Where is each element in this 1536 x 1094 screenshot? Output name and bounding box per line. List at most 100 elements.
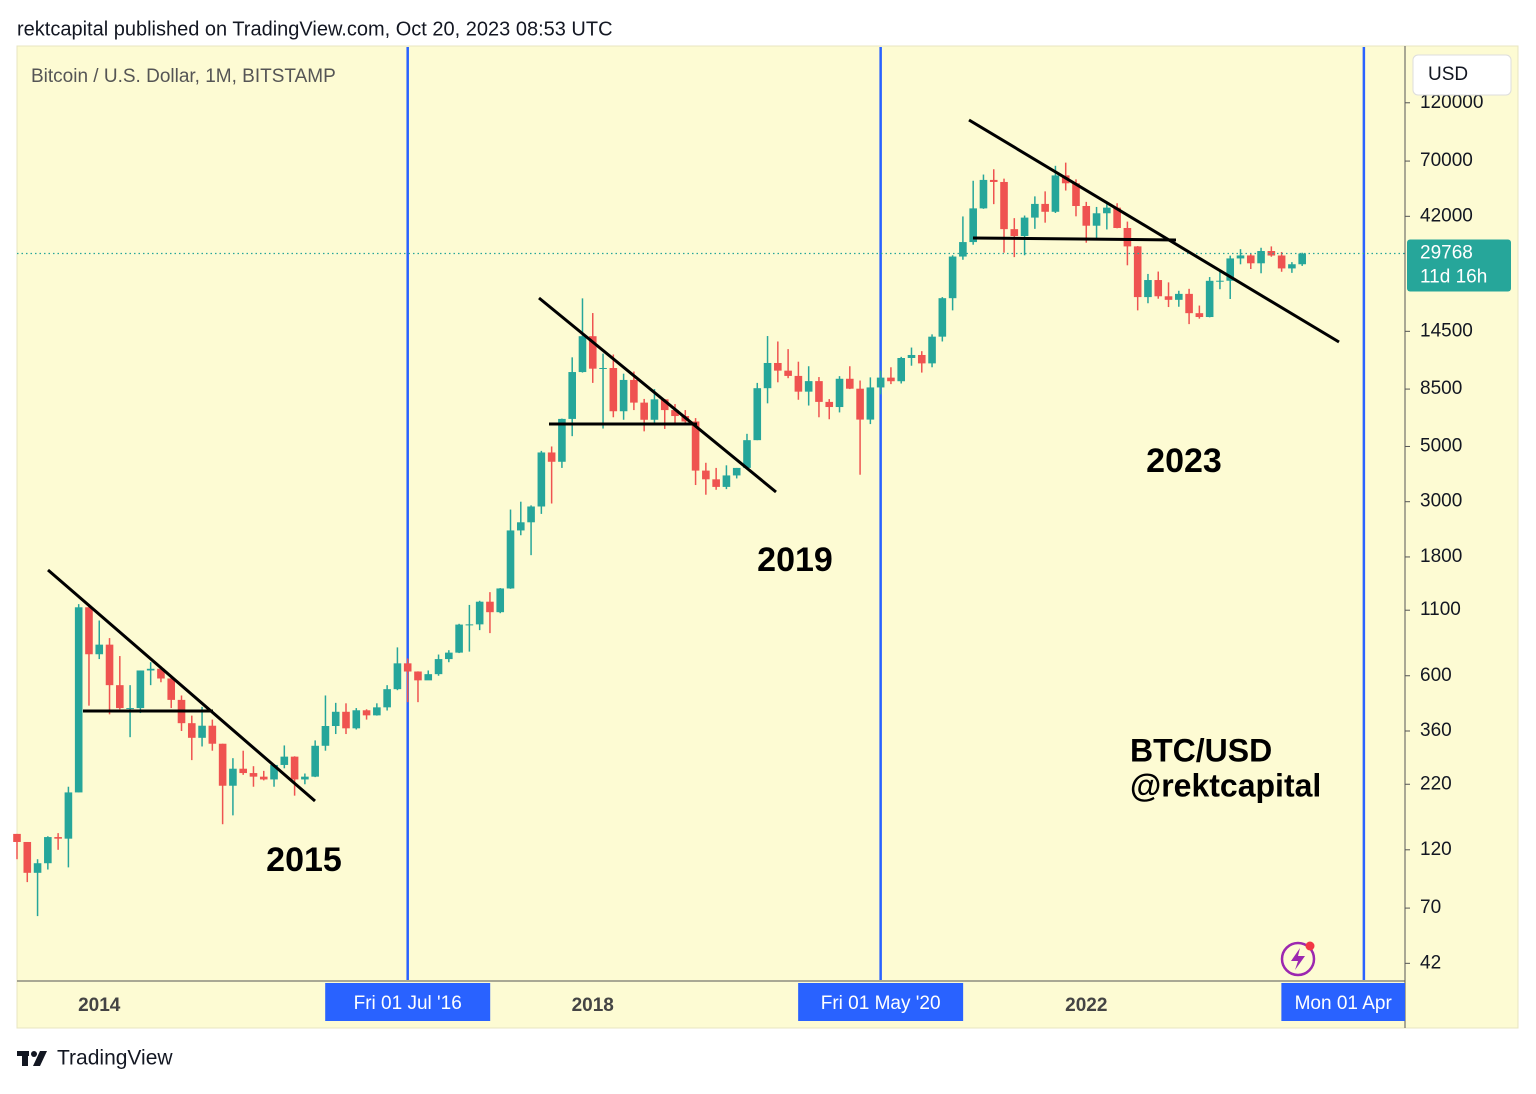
candle-body [1175, 293, 1183, 300]
candle-body [1185, 293, 1193, 314]
candle-body [496, 588, 505, 613]
y-tick-label: 70 [1420, 897, 1441, 918]
candle-body [948, 256, 957, 299]
candle-body [455, 624, 463, 653]
candle-body [1205, 280, 1214, 318]
candle-body [619, 379, 628, 412]
candle-body [486, 601, 494, 613]
y-tick-label: 8500 [1420, 378, 1462, 399]
candle-body [373, 707, 381, 716]
candle-body [671, 410, 679, 417]
date-marker-label: Fri 01 May '20 [821, 993, 941, 1014]
candle-body [702, 470, 710, 480]
currency-label[interactable]: USD [1428, 64, 1468, 85]
candle-body [1288, 264, 1296, 269]
candle-body [1010, 229, 1019, 237]
candle-body [1257, 251, 1265, 264]
y-tick-label: 360 [1420, 720, 1452, 741]
support-line [972, 236, 1177, 242]
candle-body [13, 833, 21, 842]
candle-body [475, 601, 484, 625]
candle-body [424, 674, 433, 681]
date-marker-box [325, 983, 491, 1021]
candle-body [743, 440, 751, 468]
countdown-label: 11d 16h [1420, 267, 1487, 288]
currency-button[interactable] [1412, 54, 1512, 96]
candle-body [95, 644, 104, 655]
candle-body [33, 863, 42, 873]
last-price-box [1407, 239, 1511, 292]
candle-body [1236, 255, 1245, 259]
date-marker-box [798, 983, 964, 1021]
candle-body [506, 530, 515, 589]
candle-body [1031, 203, 1039, 218]
last-price-label: 29768 [1420, 243, 1473, 264]
y-tick-label: 42000 [1420, 205, 1473, 226]
date-marker-label: Fri 01 Jul '16 [354, 993, 462, 1014]
trendlines [47, 118, 1340, 803]
candle-body [249, 773, 258, 777]
candle-body [979, 179, 988, 209]
candle-body [640, 402, 648, 420]
candle-body [414, 671, 422, 681]
annotation: BTC/USD [1130, 732, 1272, 768]
chart-frame [16, 45, 1519, 1029]
candle-body [1041, 203, 1049, 212]
candle-body [1246, 255, 1255, 264]
candle-body [465, 624, 474, 626]
annotation: 2023 [1146, 442, 1222, 480]
candle-body [547, 452, 556, 462]
y-tick-label: 70000 [1420, 150, 1473, 171]
candle-body [146, 668, 155, 671]
candle-body [537, 452, 546, 507]
candle-body [239, 768, 247, 774]
candle-body [105, 644, 114, 686]
y-tick-label: 120000 [1420, 92, 1483, 113]
candle-body [578, 336, 587, 373]
candle-body [445, 652, 453, 660]
candle-body [1082, 206, 1091, 226]
candle-body [208, 725, 217, 744]
candle-body [331, 711, 340, 727]
candle-body [897, 358, 906, 382]
candle-body [74, 607, 83, 793]
x-tick-label: 2022 [1065, 995, 1107, 1016]
candle-body [54, 837, 62, 839]
candle-body [568, 372, 576, 419]
candle-body [301, 776, 309, 780]
candle-body [588, 336, 597, 369]
footer-logo [17, 1051, 47, 1066]
candle-body [280, 756, 289, 765]
candle-body [352, 710, 361, 729]
candle-body [609, 367, 618, 412]
candle-body [1051, 175, 1060, 212]
candle-body [558, 418, 566, 462]
y-tick-label: 42 [1420, 952, 1441, 973]
candle-body [383, 689, 391, 708]
footer: TradingView [57, 1047, 173, 1070]
candle-body [1298, 253, 1306, 265]
candle-body [362, 710, 371, 716]
candle-body [85, 607, 93, 655]
candle-body [116, 685, 124, 709]
candle-body [1020, 217, 1029, 237]
candle-body [270, 764, 278, 780]
candle-body [835, 378, 844, 408]
candle-body [917, 354, 926, 364]
candle-body [712, 479, 720, 487]
candle-body [804, 381, 813, 392]
candle-body [136, 670, 145, 709]
candle-body [1123, 227, 1132, 247]
candle-body [753, 388, 762, 441]
candle-body [825, 401, 834, 408]
trendline [538, 296, 777, 494]
candle-body [1216, 280, 1224, 282]
candle-body [527, 506, 535, 523]
candle-body [1113, 207, 1121, 228]
candle-body [887, 377, 895, 382]
candle-body [167, 678, 176, 700]
candle-body [846, 378, 854, 389]
candle-body [393, 663, 402, 690]
candle-body [928, 336, 936, 364]
y-tick-label: 1800 [1420, 546, 1462, 567]
